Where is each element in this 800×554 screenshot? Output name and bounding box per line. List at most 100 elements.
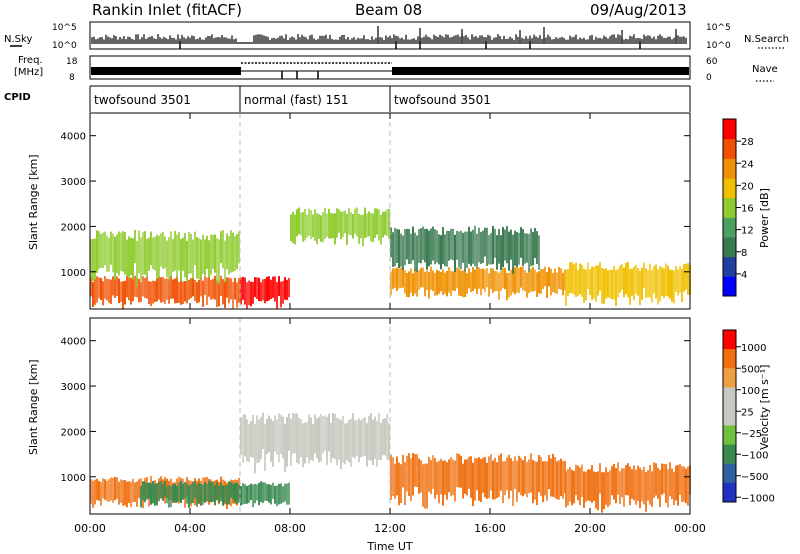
power-cell (408, 229, 410, 264)
velocity-cell (140, 486, 142, 508)
velocity-cell (474, 458, 476, 501)
velocity-cell (597, 471, 599, 511)
power-band-1 (90, 229, 240, 286)
power-cell (132, 238, 134, 280)
power-cell (655, 264, 657, 299)
velocity-cell (534, 461, 536, 500)
velocity-cell (264, 482, 266, 501)
power-cell (156, 234, 158, 279)
power-cell (508, 272, 510, 298)
velocity-cell (160, 481, 162, 498)
power-cell (518, 267, 520, 294)
power-cell (168, 278, 170, 304)
power-cell (659, 266, 661, 302)
power-cell (502, 227, 504, 268)
velocity-cell (322, 416, 324, 454)
power-cell (552, 272, 554, 292)
power-cell (194, 279, 196, 301)
power-cell (550, 268, 552, 296)
power-cell (236, 282, 238, 308)
power-cell (392, 232, 394, 267)
power-band-2 (240, 276, 290, 309)
power-cell (224, 280, 226, 308)
velocity-cell (182, 483, 184, 500)
power-cell (420, 228, 422, 264)
power-cell (242, 276, 244, 300)
power-cell (647, 270, 649, 298)
velocity-cell (486, 462, 488, 499)
power-cell (200, 276, 202, 297)
power-cell (126, 275, 128, 298)
power-cell (478, 227, 480, 263)
power-cell (356, 207, 358, 237)
power-cell (114, 236, 116, 280)
power-cell (416, 235, 418, 272)
velocity-cell (306, 421, 308, 458)
velocity-cell (128, 481, 130, 504)
velocity-cell (236, 482, 238, 504)
power-cell (254, 277, 256, 298)
velocity-cell (452, 459, 454, 496)
power-cell (310, 210, 312, 240)
power-cell (116, 276, 118, 297)
velocity-cell (164, 481, 166, 498)
power-cell (462, 232, 464, 263)
power-cell (200, 239, 202, 279)
velocity-cell (250, 483, 252, 500)
velocity-cell (583, 471, 585, 508)
power-cell (436, 230, 438, 263)
power-cell (400, 233, 402, 267)
power-cell (446, 230, 448, 267)
power-cell (138, 279, 140, 303)
velocity-cell (394, 463, 396, 499)
velocity-cell (412, 453, 414, 496)
power-cell (500, 270, 502, 292)
velocity-cell (242, 415, 244, 463)
power-cell (218, 239, 220, 285)
power-cell (456, 230, 458, 260)
power-cell (184, 281, 186, 302)
power-cell (290, 214, 292, 242)
power-cell (202, 234, 204, 275)
power-cell (418, 229, 420, 263)
power-cell (332, 213, 334, 239)
velocity-cell (364, 417, 366, 456)
velocity-cell (176, 486, 178, 503)
velocity-cell (667, 469, 669, 508)
velocity-cell (292, 412, 294, 454)
velocity-cell (643, 466, 645, 505)
velocity-cell (280, 414, 282, 454)
power-cell (410, 233, 412, 264)
velocity-cell (518, 455, 520, 493)
power-cell (144, 277, 146, 298)
ytick-label-3: 4000 (61, 132, 86, 143)
velocity-cell (498, 455, 500, 497)
power-cell (282, 281, 284, 304)
power-cell (540, 269, 542, 294)
power-cell (128, 236, 130, 279)
freq-tick-bottom: 8 (69, 73, 75, 83)
velocity-cell (526, 461, 528, 498)
power-cell (108, 279, 110, 303)
power-cell (440, 235, 442, 270)
velocity-cell (354, 420, 356, 459)
power-cell (416, 271, 418, 297)
velocity-cell (278, 483, 280, 505)
power-cell (124, 232, 126, 275)
velocity-cell (326, 416, 328, 466)
x-axis-label: Time UT (366, 540, 412, 553)
power-cell (234, 236, 236, 271)
power-cell (346, 213, 348, 245)
velocity-cell (252, 484, 254, 508)
power-cell (316, 213, 318, 245)
velocity-cell (254, 483, 256, 504)
power-cell (595, 265, 597, 302)
power-cell (538, 271, 540, 294)
cpid-segment-1: normal (fast) 151 (244, 93, 348, 107)
power-cell (170, 231, 172, 277)
velocity-cell (250, 421, 252, 457)
power-cell (641, 267, 643, 300)
power-yticks: 1000 2000 3000 4000 (61, 132, 690, 279)
power-cell (372, 213, 374, 243)
velocity-cell (118, 481, 120, 505)
